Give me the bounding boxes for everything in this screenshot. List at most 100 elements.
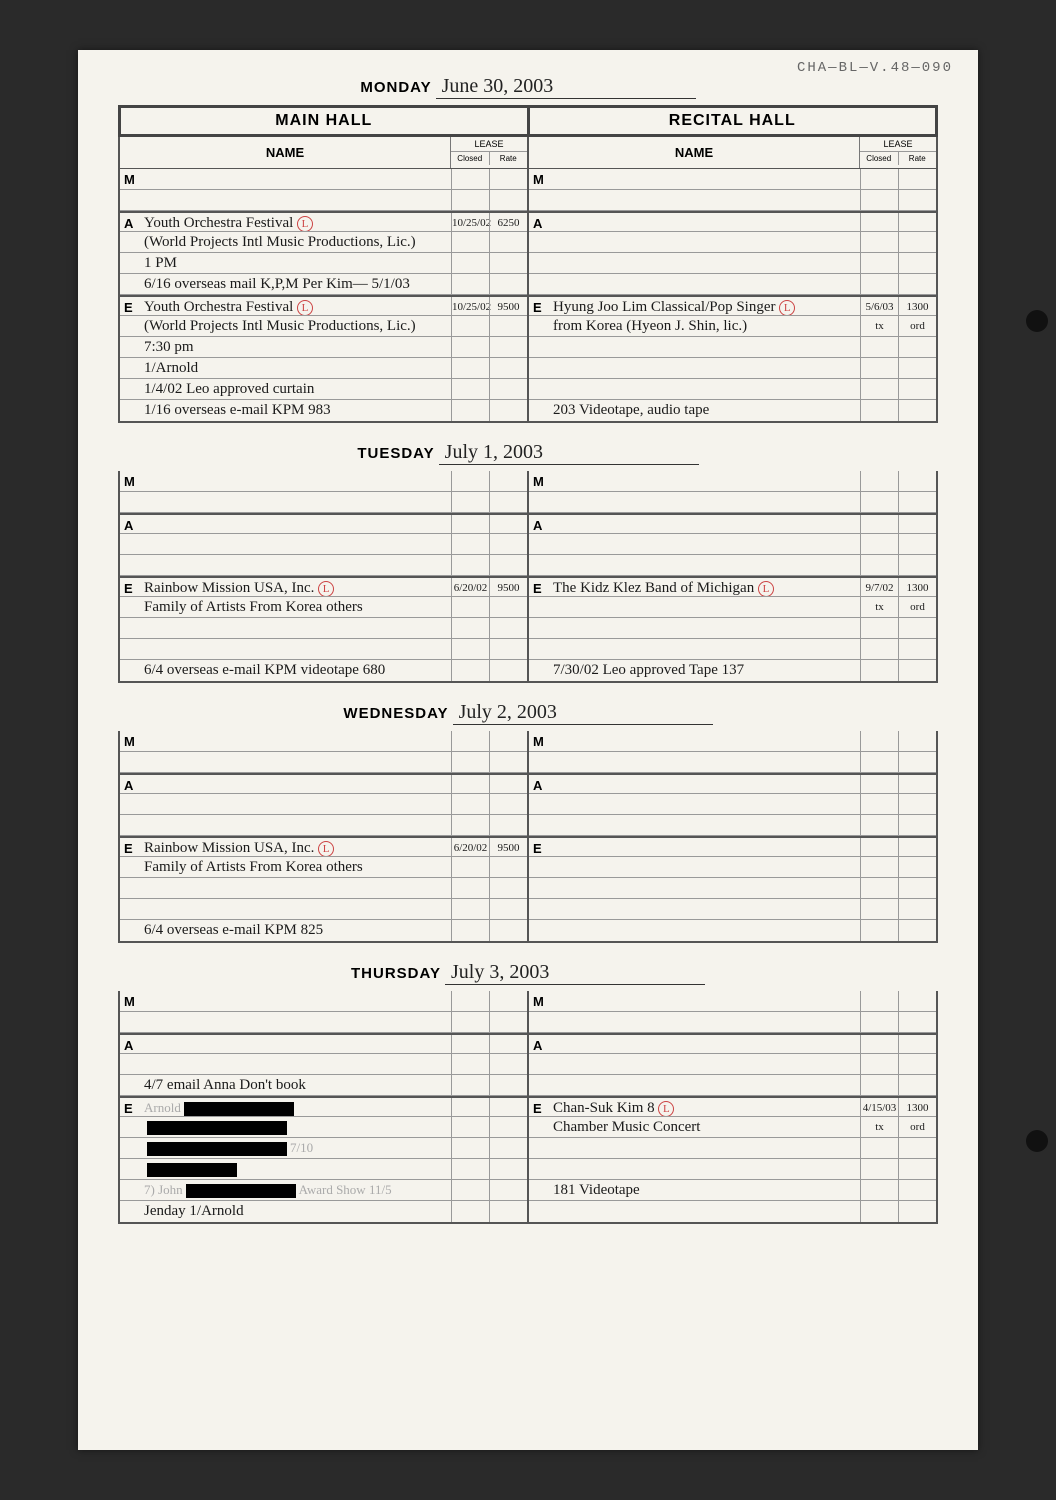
rate-value: 9500 [489, 297, 527, 315]
hall-column: M A E Rainbow Mission USA, Inc. L 6/20/0… [120, 471, 529, 681]
period-label: E [529, 1098, 551, 1116]
schedule-row: tx ord [529, 597, 936, 618]
rate-value [489, 555, 527, 575]
schedule-row: E Chan-Suk Kim 8 L 4/15/03 1300 [529, 1096, 936, 1117]
closed-date [860, 1012, 898, 1032]
schedule-row: A Youth Orchestra Festival L 10/25/02 62… [120, 211, 527, 232]
halls-header: MAIN HALL RECITAL HALL [118, 105, 938, 137]
schedule-row: A [529, 513, 936, 534]
name-header: NAME [529, 137, 860, 168]
entry-name: Rainbow Mission USA, Inc. L [142, 578, 451, 596]
rate-value [489, 597, 527, 617]
period-label [529, 878, 551, 898]
closed-date [451, 337, 489, 357]
closed-date [860, 1035, 898, 1053]
closed-date [860, 639, 898, 659]
period-label [529, 555, 551, 575]
entry-name: Family of Artists From Korea others [142, 857, 451, 877]
schedule-row [529, 815, 936, 836]
rate-value [898, 337, 936, 357]
schedule-row: 6/4 overseas e-mail KPM 825 [120, 920, 527, 941]
schedule-row: A [529, 1033, 936, 1054]
entry-name: 7/10 [142, 1138, 451, 1158]
entry-name [142, 1012, 451, 1032]
schedule-row: 203 Videotape, audio tape [529, 400, 936, 421]
closed-date [860, 731, 898, 751]
rate-value [898, 534, 936, 554]
entry-name [551, 337, 860, 357]
closed-date [451, 1201, 489, 1222]
rate-value [898, 400, 936, 421]
closed-date [860, 492, 898, 512]
period-label [529, 597, 551, 617]
rate-value [898, 899, 936, 919]
closed-date [451, 1098, 489, 1116]
rate-value [489, 815, 527, 835]
closed-date: 10/25/02 [451, 297, 489, 315]
rate-value: ord [898, 1117, 936, 1137]
day-label: THURSDAY [351, 965, 441, 982]
schedule-row [529, 274, 936, 295]
closed-date: tx [860, 316, 898, 336]
schedule-row: M [529, 169, 936, 190]
day-header: MONDAY June 30, 2003 [118, 75, 938, 99]
closed-date [451, 471, 489, 491]
rate-value [489, 534, 527, 554]
closed-date [451, 1054, 489, 1074]
closed-date [860, 1075, 898, 1095]
period-label [529, 534, 551, 554]
rate-value [489, 1117, 527, 1137]
period-label [120, 1201, 142, 1222]
schedule-row: E Rainbow Mission USA, Inc. L 6/20/02 95… [120, 576, 527, 597]
period-label: E [529, 838, 551, 856]
day-date: June 30, 2003 [436, 75, 696, 99]
closed-date [860, 337, 898, 357]
entry-name [551, 492, 860, 512]
day-block: WEDNESDAY July 2, 2003 M A E Rainbow Mis… [118, 701, 938, 943]
schedule-row: M [120, 731, 527, 752]
period-label [529, 1138, 551, 1158]
schedule-row: E Rainbow Mission USA, Inc. L 6/20/02 95… [120, 836, 527, 857]
schedule-row [120, 1012, 527, 1033]
document-id: CHA—BL—V.48—090 [797, 60, 953, 76]
schedule-row [120, 1159, 527, 1180]
period-label: E [529, 297, 551, 315]
schedule-row: (World Projects Intl Music Productions, … [120, 232, 527, 253]
period-label [120, 878, 142, 898]
schedule-row [529, 253, 936, 274]
closed-date [860, 471, 898, 491]
entry-name: (World Projects Intl Music Productions, … [142, 232, 451, 252]
schedule-row: 1/Arnold [120, 358, 527, 379]
rate-value [489, 400, 527, 421]
rate-value [898, 660, 936, 681]
hall-column: M A E Chan-Suk Kim 8 L 4/15/03 1300 Cham… [529, 991, 936, 1222]
schedule-grid: M A E Rainbow Mission USA, Inc. L 6/20/0… [118, 471, 938, 683]
closed-date [860, 815, 898, 835]
schedule-row: (World Projects Intl Music Productions, … [120, 316, 527, 337]
column-header: NAME LEASE Closed Rate [120, 137, 527, 169]
schedule-row [529, 232, 936, 253]
entry-name [551, 815, 860, 835]
entry-name: The Kidz Klez Band of Michigan L [551, 578, 860, 596]
schedule-row [529, 555, 936, 576]
period-label [120, 794, 142, 814]
closed-date [860, 232, 898, 252]
closed-date [860, 775, 898, 793]
closed-date [451, 232, 489, 252]
rate-value [898, 1075, 936, 1095]
entry-name [142, 639, 451, 659]
schedule-row [120, 1054, 527, 1075]
entry-name: 6/16 overseas mail K,P,M Per Kim— 5/1/03 [142, 274, 451, 294]
closed-date: tx [860, 597, 898, 617]
closed-date [860, 838, 898, 856]
closed-date [860, 1054, 898, 1074]
closed-date [451, 492, 489, 512]
period-label: M [529, 731, 551, 751]
schedule-row: M [529, 471, 936, 492]
lease-label: LEASE [451, 137, 527, 152]
closed-date [451, 1012, 489, 1032]
entry-name: Youth Orchestra Festival L [142, 297, 451, 315]
schedule-row: 7) JohnAward Show 11/5 [120, 1180, 527, 1201]
period-label [529, 1201, 551, 1222]
period-label [120, 190, 142, 210]
